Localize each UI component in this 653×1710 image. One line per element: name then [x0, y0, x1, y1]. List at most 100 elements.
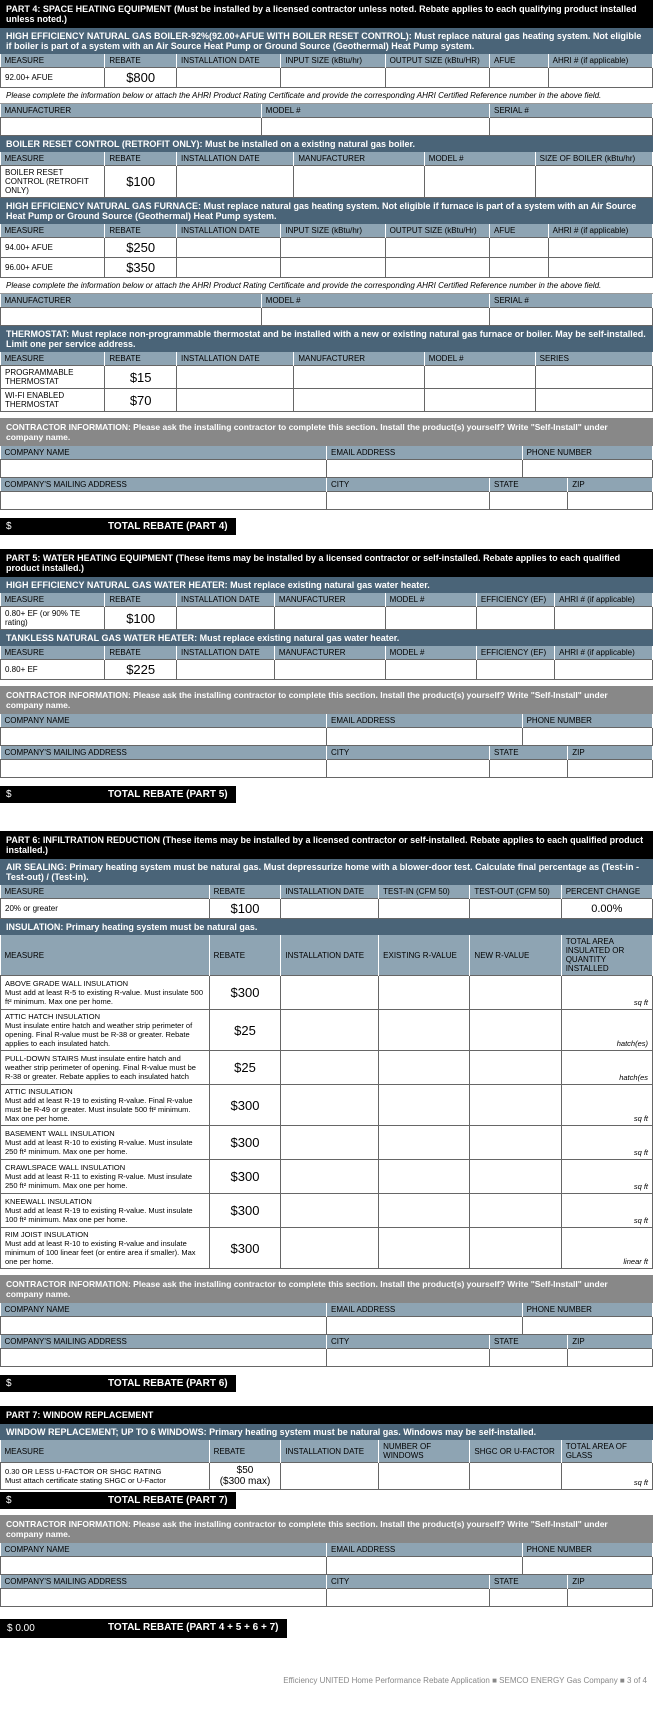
cell[interactable]	[177, 366, 294, 389]
input-cell[interactable]	[281, 1051, 379, 1085]
cell[interactable]	[294, 166, 424, 198]
unit-cell[interactable]: sq ft	[561, 1160, 652, 1194]
total-input-7[interactable]: $	[0, 1492, 100, 1509]
cell[interactable]	[177, 389, 294, 412]
unit-cell[interactable]: hatch(es	[561, 1051, 652, 1085]
col-header: EMAIL ADDRESS	[327, 714, 523, 728]
input-cell[interactable]	[379, 1228, 470, 1269]
cell[interactable]	[281, 1463, 379, 1490]
col-header: REBATE	[105, 646, 177, 660]
input-cell[interactable]	[379, 976, 470, 1010]
total-input-6[interactable]: $	[0, 1375, 100, 1392]
input-cell[interactable]	[379, 1194, 470, 1228]
cell[interactable]	[476, 660, 554, 680]
cell[interactable]	[385, 607, 476, 630]
cell[interactable]	[535, 389, 652, 412]
boiler-sub: HIGH EFFICIENCY NATURAL GAS BOILER-92%(9…	[0, 28, 653, 54]
input-cell[interactable]	[470, 1160, 561, 1194]
cell[interactable]	[177, 68, 281, 88]
cell[interactable]	[177, 607, 275, 630]
cell[interactable]	[489, 238, 548, 258]
cell[interactable]	[489, 258, 548, 278]
cell[interactable]	[294, 389, 424, 412]
cell[interactable]	[385, 238, 489, 258]
input-cell[interactable]	[379, 1085, 470, 1126]
input-cell[interactable]	[281, 1085, 379, 1126]
col-header: MODEL #	[385, 593, 476, 607]
input-cell[interactable]	[470, 976, 561, 1010]
cell[interactable]	[281, 899, 379, 919]
input-cell[interactable]	[281, 1010, 379, 1051]
cell[interactable]	[548, 68, 652, 88]
input-cell[interactable]	[281, 1126, 379, 1160]
col-header: ZIP	[568, 1335, 653, 1349]
cell[interactable]	[294, 366, 424, 389]
cell[interactable]	[281, 68, 385, 88]
furnace-sub: HIGH EFFICIENCY NATURAL GAS FURNACE: Mus…	[0, 198, 653, 224]
unit-cell[interactable]: linear ft	[561, 1228, 652, 1269]
total-input-4[interactable]: $	[0, 518, 100, 535]
unit-cell[interactable]: sq ft	[561, 976, 652, 1010]
cell: PROGRAMMABLE THERMOSTAT	[1, 366, 105, 389]
cell[interactable]	[555, 607, 653, 630]
unit-cell[interactable]: hatch(es)	[561, 1010, 652, 1051]
reset-table: MEASUREREBATEINSTALLATION DATEMANUFACTUR…	[0, 152, 653, 198]
input-cell[interactable]	[281, 1228, 379, 1269]
input-cell[interactable]	[281, 976, 379, 1010]
input-cell[interactable]	[470, 1126, 561, 1160]
cell[interactable]	[476, 607, 554, 630]
input-cell[interactable]	[379, 1010, 470, 1051]
input-cell[interactable]	[470, 1051, 561, 1085]
cell[interactable]	[274, 607, 385, 630]
rebate-cell: $300	[209, 1228, 281, 1269]
cell[interactable]	[548, 238, 652, 258]
input-cell[interactable]	[470, 1194, 561, 1228]
unit-cell[interactable]: sq ft	[561, 1085, 652, 1126]
input-cell[interactable]	[379, 1126, 470, 1160]
cell[interactable]	[385, 258, 489, 278]
col-header: EMAIL ADDRESS	[327, 1543, 523, 1557]
cell[interactable]	[548, 258, 652, 278]
cell[interactable]	[555, 660, 653, 680]
input-cell[interactable]	[470, 1010, 561, 1051]
col-header: PHONE NUMBER	[522, 1303, 652, 1317]
cell: 20% or greater	[1, 899, 210, 919]
cell[interactable]	[424, 366, 535, 389]
cell[interactable]	[424, 389, 535, 412]
grand-input[interactable]: $ 0.00	[0, 1619, 100, 1638]
input-cell[interactable]	[281, 1160, 379, 1194]
cell[interactable]	[424, 166, 535, 198]
cell[interactable]	[281, 258, 385, 278]
cell: 94.00+ AFUE	[1, 238, 105, 258]
measure-cell: KNEEWALL INSULATION Must add at least R-…	[1, 1194, 210, 1228]
input-cell[interactable]	[379, 1051, 470, 1085]
cell[interactable]	[281, 238, 385, 258]
cell[interactable]	[177, 238, 281, 258]
col-header: COMPANY NAME	[1, 446, 327, 460]
cell[interactable]	[385, 660, 476, 680]
cell[interactable]	[379, 899, 470, 919]
col-header: MODEL #	[261, 294, 489, 308]
cell[interactable]	[274, 660, 385, 680]
unit-cell[interactable]: sq ft	[561, 1126, 652, 1160]
cell[interactable]	[379, 1463, 470, 1490]
col-header: CITY	[327, 746, 490, 760]
cell[interactable]	[385, 68, 489, 88]
unit-cell[interactable]: sq ft	[561, 1194, 652, 1228]
cell[interactable]	[535, 166, 652, 198]
input-cell[interactable]	[470, 1085, 561, 1126]
input-cell[interactable]	[281, 1194, 379, 1228]
input-cell[interactable]	[379, 1160, 470, 1194]
cell[interactable]	[489, 68, 548, 88]
cell[interactable]	[470, 1463, 561, 1490]
total-input-5[interactable]: $	[0, 786, 100, 803]
cell[interactable]	[470, 899, 561, 919]
total-part5: $ TOTAL REBATE (PART 5)	[0, 786, 653, 803]
input-cell[interactable]	[470, 1228, 561, 1269]
cell[interactable]	[535, 366, 652, 389]
cell[interactable]	[177, 660, 275, 680]
grand-total: $ 0.00 TOTAL REBATE (PART 4 + 5 + 6 + 7)	[0, 1619, 653, 1638]
col-header: STATE	[490, 478, 568, 492]
cell[interactable]	[177, 258, 281, 278]
cell[interactable]	[177, 166, 294, 198]
